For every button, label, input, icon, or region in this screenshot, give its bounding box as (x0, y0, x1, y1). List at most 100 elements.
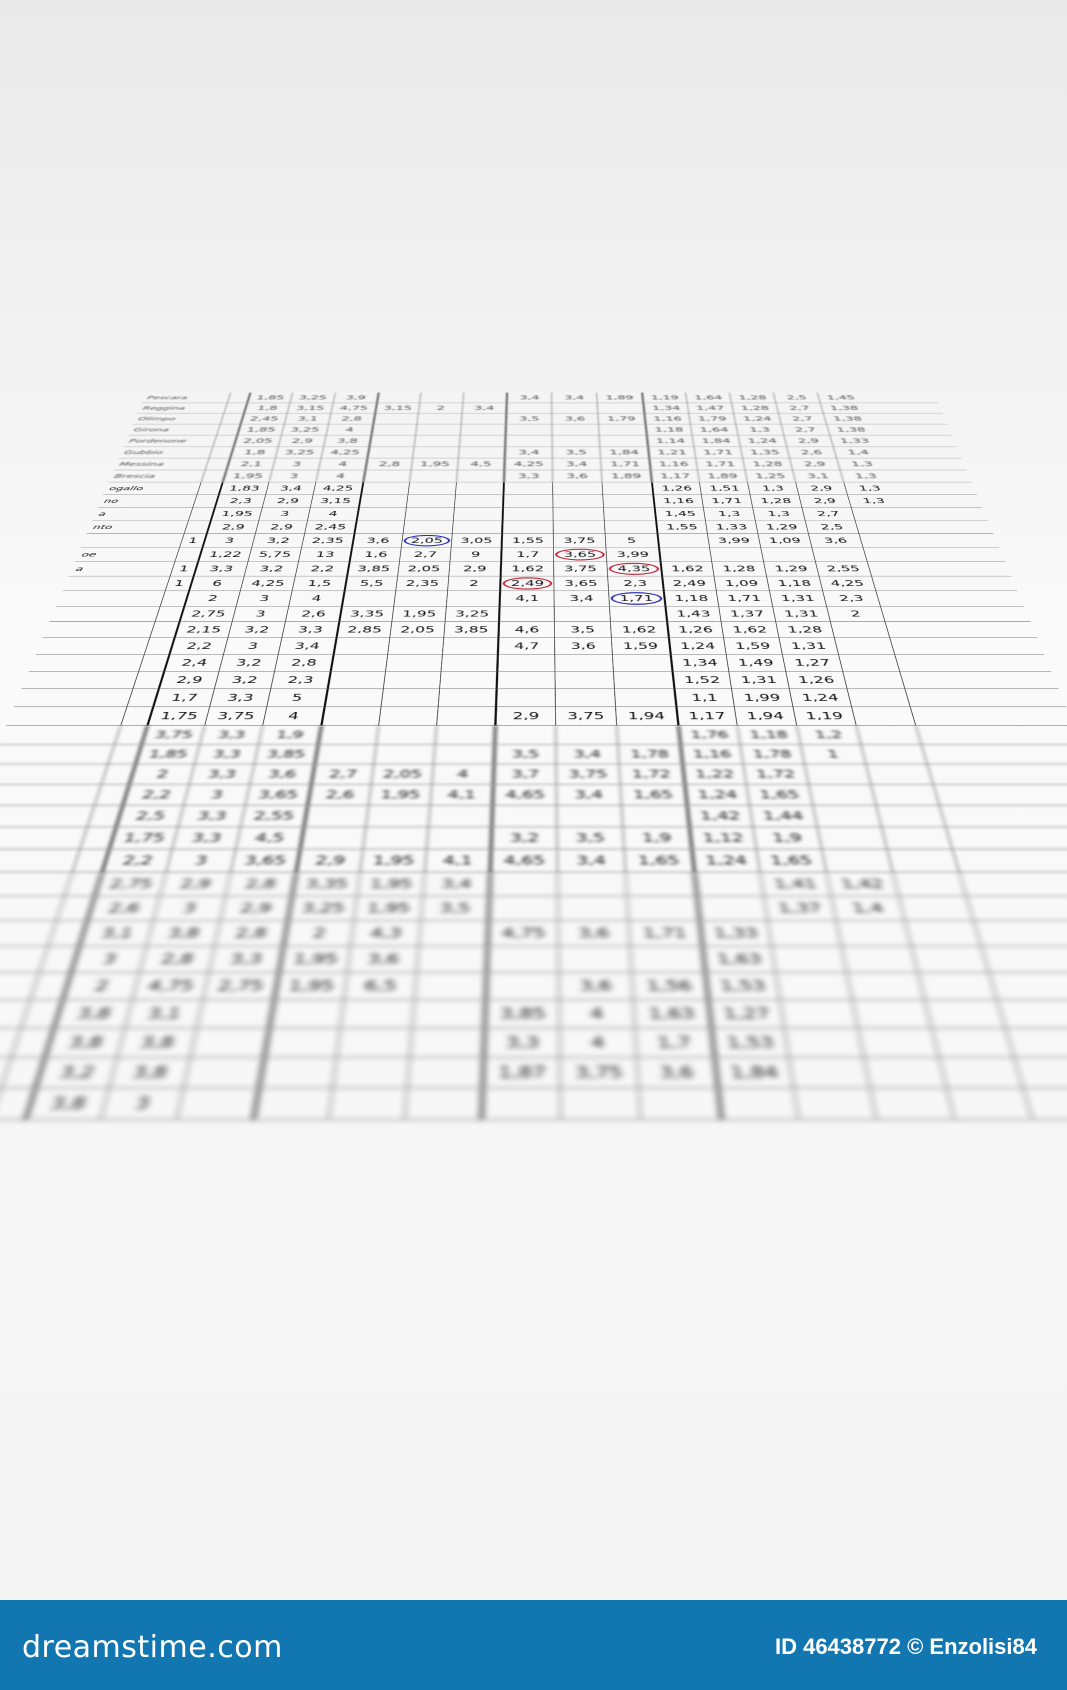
odds-cell: 1,79 (688, 413, 736, 425)
odds-cell (434, 725, 495, 745)
circled-odds-cell: 2,05 (400, 533, 452, 548)
odds-cell: 3,4 (555, 784, 622, 806)
table-row: a 1 3,3 3,2 2,2 3,85 2,05 2,9 1,62 3,75 4,35 1,62 1,… (68, 561, 1012, 577)
table-row: a 1,95 3 4 1,45 1,3 1,3 2,7 (92, 507, 988, 521)
odds-cell (965, 896, 1042, 921)
table-row: 3 2,8 3,3 1,95 3,6 1,63 (0, 946, 1067, 973)
odds-cell (767, 920, 841, 946)
odds-cell (353, 520, 405, 534)
odds-cell: 3,5 (505, 413, 552, 425)
odds-cell (176, 1088, 258, 1120)
odds-cell: 3,8 (323, 435, 371, 447)
odds-cell (340, 591, 396, 606)
odds-cell (362, 470, 411, 483)
odds-cell (554, 654, 614, 672)
odds-cell: 1,44 (749, 805, 817, 827)
odds-cell: 3,85 (443, 621, 498, 638)
odds-cell: 1,28 (749, 494, 802, 508)
table-row: 1 6 4,25 1,5 5,5 2,35 2 2,49 3,65 2,3 2,49 1,09 1,18… (62, 576, 1018, 592)
odds-cell: 3,8 (24, 1088, 109, 1120)
odds-cell (917, 972, 997, 1000)
team-name (6, 707, 126, 725)
odds-cell: 1,16 (679, 744, 743, 764)
odds-cell: 1,47 (686, 402, 734, 414)
odds-cell: 1,85 (246, 392, 293, 403)
odds-cell: 1,35 (740, 446, 790, 459)
odds-cell (793, 1088, 876, 1120)
odds-cell: 3 (165, 849, 236, 872)
odds-cell (409, 1028, 484, 1058)
odds-cell: 9 (449, 547, 501, 562)
odds-cell: 1,89 (596, 392, 643, 403)
odds-cell: 2,9 (159, 872, 231, 896)
odds-cell (931, 1028, 1014, 1058)
odds-cell (598, 435, 648, 447)
odds-cell: 2,15 (173, 621, 232, 638)
odds-cell: 2,55 (240, 805, 307, 827)
odds-cell (458, 446, 505, 459)
odds-cell: 1,24 (788, 689, 852, 707)
odds-cell: 4,5 (457, 458, 504, 470)
odds-cell (808, 784, 876, 806)
odds-cell: 1,62 (659, 561, 714, 576)
odds-cell: 1,87 (481, 1057, 560, 1088)
odds-cell: 1,55 (500, 533, 554, 548)
odds-cell: 3 (258, 507, 310, 521)
odds-cell: 2,9 (255, 520, 308, 534)
odds-cell: 1,8 (229, 446, 279, 459)
odds-cell: 2,8 (214, 920, 287, 946)
odds-cell: 1,3 (847, 494, 901, 508)
odds-cell: 1,34 (669, 654, 729, 672)
odds-cell (378, 707, 438, 726)
odds-cell (613, 671, 674, 689)
odds-cell: 2,9 (219, 896, 291, 921)
odds-cell (484, 972, 559, 1000)
odds-cell: 6,5 (343, 972, 417, 1000)
table-row: 3,8 3,8 3,3 4 1,7 1,53 (0, 1028, 1067, 1058)
odds-cell: 4,75 (486, 920, 558, 946)
odds-cell: 1,65 (746, 784, 813, 806)
odds-cell (898, 896, 973, 921)
odds-cell (505, 402, 552, 414)
odds-cell: 3,4 (551, 392, 597, 403)
odds-cell: 2,8 (328, 413, 375, 425)
odds-cell (860, 744, 927, 764)
odds-cell: 2,9 (783, 435, 833, 447)
odds-cell: 1,59 (723, 638, 782, 655)
odds-cell: 1,2 (796, 725, 861, 745)
odds-cell (601, 482, 653, 495)
odds-cell (502, 482, 553, 495)
odds-cell (886, 849, 959, 872)
odds-cell: 3,4 (265, 482, 316, 495)
odds-cell: 3,1 (792, 470, 844, 483)
odds-cell: 1,51 (699, 482, 750, 495)
odds-cell: 3,3 (199, 725, 263, 745)
team-name (81, 534, 184, 547)
odds-cell: 1,37 (763, 896, 836, 921)
table-row: Gubbio 1,8 3,25 4,25 3,4 3,5 1,84 1,21 1,71 1,35 2… (118, 446, 962, 459)
odds-cell (932, 784, 1003, 806)
odds-cell: 1,55 (655, 520, 708, 534)
odds-cell (413, 435, 460, 447)
odds-cell: 3,3 (194, 744, 259, 764)
odds-cell: 1,8 (243, 402, 290, 414)
odds-cell (875, 805, 946, 827)
odds-cell (553, 606, 611, 622)
odds-cell: 1,29 (754, 520, 809, 534)
odds-cell (416, 946, 487, 973)
odds-cell (419, 392, 464, 403)
odds-cell: 3 (235, 591, 292, 606)
odds-cell (404, 1088, 482, 1120)
team-name (0, 849, 79, 871)
team-name (0, 827, 87, 849)
odds-cell (551, 424, 599, 436)
odds-cell: 3,6 (808, 533, 863, 548)
odds-cell (385, 654, 443, 672)
odds-cell: 3,4 (422, 872, 489, 896)
odds-cell: 2,2 (100, 849, 172, 872)
odds-cell: 1,45 (653, 507, 706, 521)
watermark-footer: dreamstime.com ID 46438772 © Enzolisi84 (0, 1600, 1067, 1690)
team-name: oe (80, 550, 98, 559)
odds-cell: 1,33 (705, 520, 758, 534)
odds-cell (760, 547, 816, 562)
